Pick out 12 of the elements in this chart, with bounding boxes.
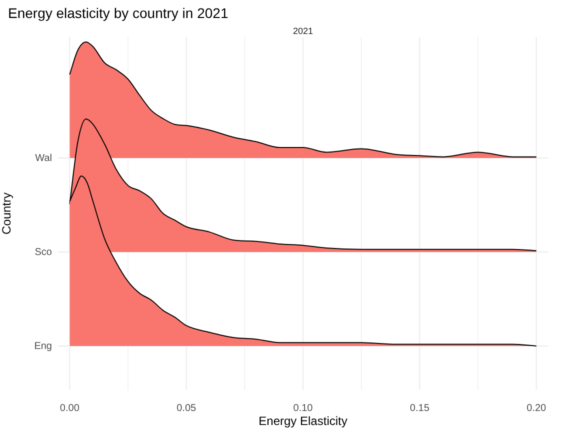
x-tick-label: 0.05 [176,402,196,414]
y-axis-title: Country [0,192,14,235]
chart-subtitle: 2021 [292,26,314,36]
series-label: Sco [34,246,52,258]
series-label: Wal [35,152,52,164]
chart-title: Energy elasticity by country in 2021 [8,5,228,21]
x-tick-label: 0.20 [526,402,546,414]
x-axis-title: Energy Elasticity [258,414,348,428]
x-tick-label: 0.15 [410,402,430,414]
x-tick-label: 0.10 [293,402,314,414]
x-tick-label: 0.00 [60,402,80,414]
series-label: Eng [34,340,52,352]
